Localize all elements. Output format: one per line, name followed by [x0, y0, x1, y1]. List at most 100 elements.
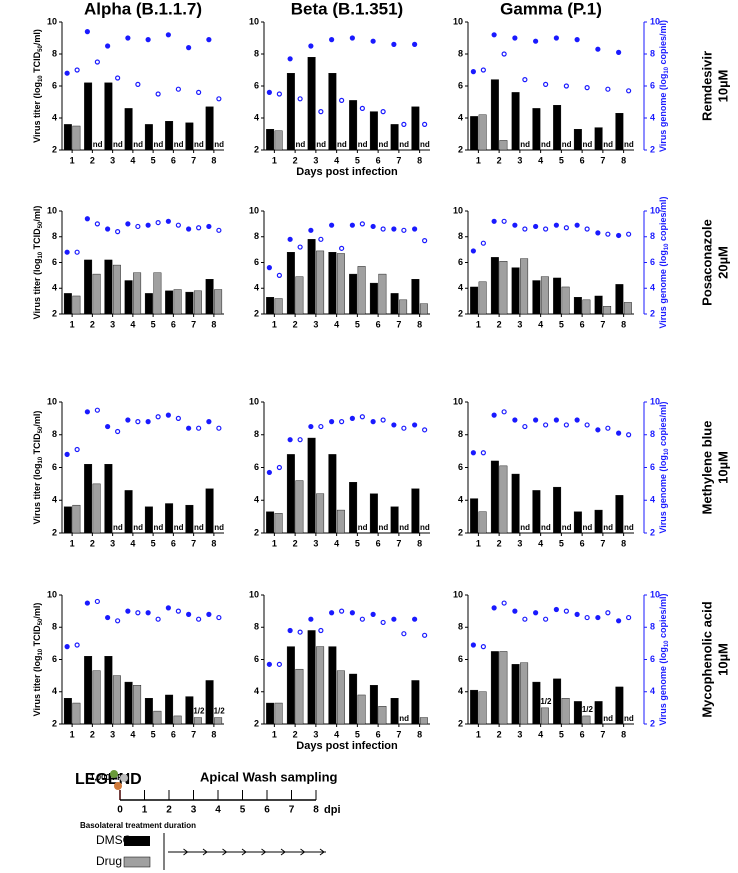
titer-bar	[328, 454, 337, 534]
titer-bar	[173, 715, 182, 725]
virus-icon	[120, 774, 128, 782]
y-tick-label: 6	[52, 80, 57, 90]
x-tick-label: 3	[110, 155, 115, 165]
treatment-label: Basolateral treatment duration	[80, 821, 196, 830]
genome-point	[563, 608, 569, 614]
titer-bar	[124, 490, 133, 534]
genome-point	[145, 419, 151, 425]
titer-bar	[185, 122, 194, 151]
treatment-arrow	[202, 848, 208, 856]
y-tick-label: 2	[458, 718, 463, 728]
x-tick-label: 7	[396, 155, 401, 165]
genome-point	[605, 425, 611, 431]
genome-point	[401, 425, 407, 431]
genome-point	[318, 236, 324, 242]
genome-point	[574, 611, 580, 617]
y-axis-label: Virus titer (log10 TCID50/ml)	[32, 206, 43, 320]
titer-bar	[594, 127, 603, 151]
x-tick-label: 6	[580, 538, 585, 548]
y-tick-label: 10	[453, 396, 463, 406]
genome-point	[359, 105, 365, 112]
genome-point	[84, 600, 90, 606]
titer-bar	[214, 289, 223, 315]
timeline-label: 5	[240, 805, 246, 816]
genome-point	[84, 216, 90, 222]
titer-bar	[274, 298, 283, 315]
genome-point	[412, 226, 418, 232]
genome-point	[329, 610, 335, 616]
titer-bar	[511, 267, 520, 315]
x-tick-label: 8	[417, 155, 422, 165]
genome-point	[339, 419, 345, 425]
titer-bar	[490, 79, 499, 151]
y2-axis-label-part: copies/ml)	[658, 401, 668, 448]
genome-point	[349, 415, 355, 421]
value-label: nd	[93, 140, 103, 149]
value-label: 1/2	[582, 705, 594, 714]
titer-bar	[390, 293, 399, 315]
value-label: nd	[316, 140, 326, 149]
genome-point	[380, 417, 386, 423]
x-tick-label: 3	[517, 538, 522, 548]
titer-bar	[84, 656, 93, 725]
genome-point	[616, 618, 622, 624]
genome-point	[339, 608, 345, 614]
genome-point	[186, 226, 192, 232]
titer-bar	[553, 678, 562, 725]
genome-point	[74, 67, 80, 73]
genome-point	[626, 88, 632, 94]
titer-bar	[369, 493, 378, 534]
titer-bar	[165, 120, 174, 151]
genome-point	[329, 222, 335, 228]
genome-point	[175, 415, 181, 421]
genome-point	[175, 222, 181, 228]
y2-tick-label: 2	[650, 718, 655, 728]
y-axis-label-part: /ml)	[32, 206, 42, 222]
y-tick-label: 8	[254, 48, 259, 58]
y-tick-label: 10	[47, 589, 57, 599]
x-tick-label: 2	[90, 538, 95, 548]
titer-bar	[205, 106, 214, 151]
x-tick-label: 6	[171, 538, 176, 548]
genome-point	[480, 67, 486, 73]
treatment-arrow	[280, 848, 286, 856]
titer-bar	[573, 701, 582, 725]
titer-bar	[582, 715, 591, 725]
genome-point	[605, 86, 611, 92]
treatment-arrow	[300, 848, 306, 856]
genome-point	[412, 41, 418, 48]
y-tick-label: 10	[47, 396, 57, 406]
x-tick-label: 3	[110, 319, 115, 329]
y-tick-label: 2	[52, 144, 57, 154]
y-axis-label-part: /ml)	[32, 603, 42, 619]
titer-bar	[511, 473, 520, 534]
genome-point	[412, 422, 418, 428]
titer-bar	[72, 125, 81, 151]
value-label: nd	[624, 523, 634, 532]
titer-bar	[92, 670, 101, 725]
titer-bar	[316, 646, 325, 725]
genome-point	[501, 51, 507, 57]
genome-point	[64, 643, 70, 650]
y-axis-label-part: 50	[38, 44, 44, 51]
titer-bar	[286, 251, 295, 315]
timeline-unit: dpi	[324, 804, 341, 816]
timeline-label: 0	[117, 805, 123, 816]
x-tick-label: 2	[497, 319, 502, 329]
y-tick-label: 8	[458, 429, 463, 439]
y-axis-label-part: Virus titer (log	[32, 464, 42, 525]
titer-bar	[63, 124, 72, 151]
y-axis-label-part: TCID	[32, 625, 42, 649]
titer-bar	[286, 454, 295, 534]
genome-point	[422, 121, 428, 128]
titer-bar	[124, 681, 133, 725]
genome-point	[553, 35, 559, 41]
titer-bar	[144, 293, 153, 315]
genome-point	[145, 610, 151, 616]
y-axis-label-part: TCID	[32, 51, 42, 75]
genome-point	[266, 89, 272, 96]
genome-point	[380, 619, 386, 626]
titer-bar	[92, 273, 101, 315]
titer-bar	[490, 651, 499, 725]
